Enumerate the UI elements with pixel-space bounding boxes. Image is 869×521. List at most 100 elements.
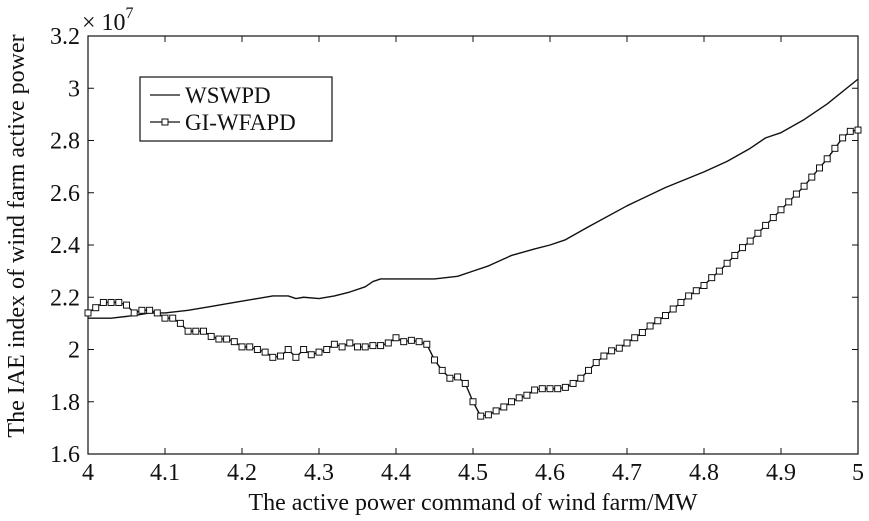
- data-point-gi-wfapd: [338, 343, 346, 351]
- data-point-gi-wfapd: [816, 164, 823, 172]
- data-point-gi-wfapd: [369, 342, 377, 350]
- data-point-gi-wfapd: [284, 346, 292, 353]
- x-tick-label: 4.3: [304, 460, 334, 486]
- data-point-gi-wfapd: [330, 340, 338, 348]
- x-tick-label: 4.2: [227, 460, 257, 486]
- data-point-gi-wfapd: [115, 298, 123, 306]
- x-tick-label: 4.1: [150, 460, 180, 486]
- data-point-gi-wfapd: [631, 334, 639, 342]
- data-point-gi-wfapd: [99, 298, 107, 306]
- y-axis-multiplier: × 107: [82, 5, 134, 36]
- legend-gi-wfapd-marker: [161, 118, 169, 126]
- legend-wswpd-label: WSWPD: [185, 83, 271, 108]
- data-point-gi-wfapd: [146, 306, 154, 314]
- data-point-gi-wfapd: [415, 338, 423, 346]
- data-point-gi-wfapd: [769, 214, 777, 222]
- data-point-gi-wfapd: [323, 346, 331, 353]
- data-point-gi-wfapd: [123, 301, 130, 309]
- data-point-gi-wfapd: [731, 251, 739, 259]
- data-point-gi-wfapd: [346, 339, 354, 347]
- data-point-gi-wfapd: [400, 338, 408, 346]
- data-point-gi-wfapd: [792, 190, 800, 198]
- y-tick-label: 2.8: [50, 129, 80, 155]
- legend: WSWPD GI-WFAPD: [139, 76, 333, 142]
- x-tick-label: 4: [82, 460, 94, 486]
- data-point-gi-wfapd: [354, 343, 361, 351]
- data-point-gi-wfapd: [669, 305, 677, 313]
- data-point-gi-wfapd: [715, 267, 723, 275]
- data-point-gi-wfapd: [307, 351, 315, 359]
- data-point-gi-wfapd: [839, 134, 847, 142]
- data-point-gi-wfapd: [846, 127, 854, 135]
- data-point-gi-wfapd: [785, 198, 793, 206]
- data-point-gi-wfapd: [546, 385, 554, 393]
- data-point-gi-wfapd: [662, 312, 669, 320]
- y-axis-label: The IAE index of wind farm active power: [4, 34, 30, 437]
- data-point-gi-wfapd: [831, 144, 839, 152]
- series-line-wswpd: [88, 78, 859, 319]
- data-point-gi-wfapd: [261, 348, 269, 356]
- y-tick-label: 3: [68, 76, 80, 102]
- y-multiplier-base: × 10: [82, 10, 126, 36]
- legend-box: [139, 76, 333, 142]
- data-point-gi-wfapd: [469, 398, 477, 406]
- x-tick-label: 4.6: [535, 460, 565, 486]
- data-point-gi-wfapd: [777, 206, 785, 214]
- y-tick-label: 2.4: [50, 233, 80, 259]
- data-point-gi-wfapd: [407, 336, 415, 344]
- legend-gi-wfapd-label: GI-WFAPD: [185, 110, 296, 135]
- y-tick-label: 2.6: [50, 181, 80, 207]
- y-tick-label: 2.2: [50, 285, 80, 311]
- data-point-gi-wfapd: [700, 281, 708, 289]
- data-point-gi-wfapd: [461, 379, 469, 387]
- data-point-gi-wfapd: [638, 329, 646, 337]
- data-point-gi-wfapd: [561, 383, 569, 391]
- data-point-gi-wfapd: [538, 385, 546, 393]
- data-point-gi-wfapd: [192, 327, 200, 335]
- x-tick-label: 5: [852, 460, 864, 486]
- data-point-gi-wfapd: [292, 353, 300, 361]
- data-point-gi-wfapd: [854, 126, 862, 134]
- data-point-gi-wfapd: [431, 356, 438, 364]
- data-point-gi-wfapd: [654, 317, 662, 325]
- data-point-gi-wfapd: [438, 366, 446, 374]
- data-point-gi-wfapd: [223, 335, 231, 343]
- data-point-gi-wfapd: [523, 391, 531, 399]
- data-point-gi-wfapd: [577, 374, 585, 382]
- data-point-gi-wfapd: [392, 334, 400, 342]
- y-multiplier-exponent: 7: [126, 5, 134, 22]
- data-point-gi-wfapd: [477, 412, 485, 420]
- data-point-gi-wfapd: [138, 306, 146, 314]
- data-point-gi-wfapd: [484, 411, 492, 419]
- data-point-gi-wfapd: [315, 348, 323, 356]
- data-point-gi-wfapd: [84, 309, 92, 317]
- data-point-gi-wfapd: [377, 342, 385, 350]
- x-tick-label: 4.9: [766, 460, 796, 486]
- data-point-gi-wfapd: [200, 327, 207, 335]
- data-point-gi-wfapd: [130, 309, 138, 317]
- data-point-gi-wfapd: [238, 343, 246, 351]
- data-point-gi-wfapd: [207, 332, 215, 340]
- y-tick-label: 1.8: [50, 390, 80, 416]
- x-axis-label: The active power command of wind farm/MW: [248, 490, 698, 516]
- data-point-gi-wfapd: [569, 379, 577, 387]
- data-point-gi-wfapd: [823, 155, 831, 163]
- data-point-gi-wfapd: [600, 352, 608, 360]
- data-point-gi-wfapd: [361, 343, 369, 351]
- y-tick-label: 2: [68, 338, 80, 364]
- y-tick-label: 3.2: [50, 24, 80, 50]
- x-tick-label: 4.5: [458, 460, 488, 486]
- axis-ticks: 4 4.1 4.2 4.3 4.4 4.5 4.6 4.7 4.8 4.9 5 1.6 1.8 2 2.2 2…: [50, 24, 864, 486]
- data-point-gi-wfapd: [677, 298, 685, 306]
- data-point-gi-wfapd: [230, 338, 238, 346]
- data-point-gi-wfapd: [762, 221, 770, 229]
- x-tick-label: 4.8: [689, 460, 719, 486]
- data-point-gi-wfapd: [107, 298, 115, 306]
- data-point-gi-wfapd: [500, 403, 508, 411]
- data-point-gi-wfapd: [615, 344, 623, 352]
- data-point-gi-wfapd: [277, 352, 284, 360]
- data-point-gi-wfapd: [176, 319, 184, 327]
- series-layer: [84, 78, 862, 420]
